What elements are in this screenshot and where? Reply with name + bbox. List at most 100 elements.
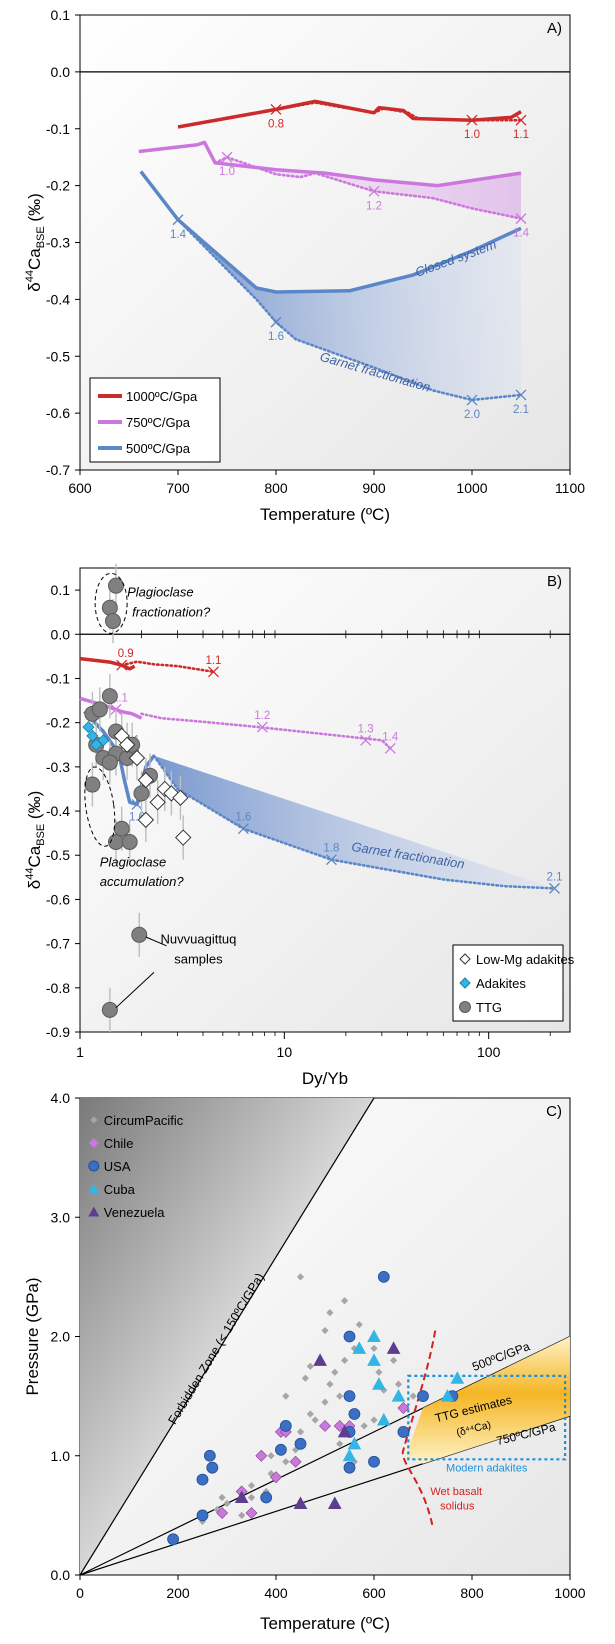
panel-a-area-2: [178, 219, 521, 400]
panel-b-adakite-point: [97, 734, 110, 747]
panel-c-point: [306, 1410, 314, 1418]
panel-c-point: [394, 1380, 403, 1388]
panel-b-legend-swatch: [459, 1001, 471, 1013]
panel-a-marker-label: 1.1: [513, 129, 529, 141]
panel-c-point: [282, 1458, 290, 1466]
panel-b-fractionation-line: [120, 660, 215, 674]
panel-b-annotation: Plagioclase: [127, 585, 194, 600]
panel-c-point: [196, 1473, 209, 1486]
panel-a-marker-label: 2.1: [513, 404, 529, 416]
panel-c-legend-label: Cuba: [104, 1182, 136, 1197]
panel-c-point: [319, 1419, 331, 1432]
panel-b-ttg-point: [101, 754, 118, 771]
panel-c-point: [343, 1461, 356, 1474]
panel-c-solidus-label: Wet basalt: [430, 1486, 482, 1498]
panel-c-ytick-label: 3.0: [51, 1209, 71, 1225]
panel-c-point: [289, 1455, 302, 1468]
panel-a-xtick-label: 700: [166, 480, 190, 496]
panel-c-point: [391, 1389, 406, 1402]
panel-c-point: [343, 1330, 356, 1343]
panel-c-ytick-label: 0.0: [51, 1567, 71, 1583]
panel-c-point: [343, 1390, 356, 1403]
panel-c-ylabel: Pressure (GPa): [23, 1277, 42, 1395]
panel-c-point: [347, 1436, 362, 1450]
panel-b-ytick-label: -0.9: [46, 1024, 70, 1040]
panel-c-xtick-label: 400: [264, 1585, 288, 1601]
panel-b-legend-label: TTG: [476, 1000, 502, 1015]
panel-a-xlabel: Temperature (ºC): [260, 505, 390, 524]
panel-c-point: [247, 1493, 256, 1502]
panel-b-ytick-label: -0.5: [46, 847, 70, 863]
panel-a-fractionation-line: [176, 218, 523, 402]
panel-b-adakite-point: [86, 729, 99, 742]
panel-b-marker: [116, 659, 128, 671]
panel-a-marker: [221, 151, 233, 163]
panel-c-point: [321, 1326, 329, 1335]
panel-c-point: [342, 1448, 357, 1462]
panel-c-point: [247, 1481, 256, 1490]
panel-b-ylabel-part: (‰): [25, 791, 44, 824]
panel-c-point: [368, 1455, 380, 1468]
panel-a-ylabel-part: BSE: [35, 226, 47, 248]
panel-b-ttg-point: [107, 577, 124, 594]
panel-a: A) -0.7 -0.6 -0.5 -0.4 -0.3 -0.2 -0.1 0.0 0.1 600 7…: [24, 7, 585, 524]
panel-b-ttg-point: [104, 613, 121, 630]
panel-a-ytick-label: -0.6: [46, 405, 70, 421]
panel-b-ttg-point: [133, 785, 150, 802]
panel-c-ttg-band: [405, 1336, 570, 1464]
panel-c-ytick-label: 1.0: [51, 1448, 71, 1464]
panel-c-point: [279, 1420, 292, 1432]
panel-a-ytick-label: -0.3: [46, 235, 70, 251]
panel-b-low-mg-point: [137, 811, 155, 829]
panel-b-legend-swatch: [459, 977, 471, 989]
panel-b-xtick-label: 100: [477, 1044, 501, 1060]
panel-a-marker: [466, 114, 478, 126]
panel-b-ytick-label: 0.1: [51, 582, 71, 598]
panel-b-ytick-label: -0.7: [46, 936, 70, 952]
panel-a-ytick-label: -0.4: [46, 291, 70, 307]
panel-c-point: [377, 1270, 390, 1283]
panel-c-point: [274, 1443, 287, 1456]
panel-c-point: [370, 1344, 378, 1353]
panel-b-marker: [384, 742, 396, 754]
panel-a-marker: [270, 316, 282, 328]
panel-c-adakite-box: [407, 1374, 567, 1461]
panel-a-marker: [515, 114, 527, 126]
panel-b-label: B): [547, 573, 562, 590]
panel-c-point: [267, 1452, 275, 1460]
panel-c-point: [352, 1341, 367, 1354]
panel-a-ytick-label: -0.5: [46, 348, 70, 364]
panel-c-point: [267, 1470, 275, 1478]
panel-c-point: [167, 1533, 180, 1546]
panel-c-point: [206, 1461, 219, 1474]
panel-a-xtick-label: 1100: [555, 480, 585, 496]
panel-a-closed-line: [138, 140, 522, 188]
panel-b-ttg-point: [101, 599, 118, 616]
panel-a-closed-line: [177, 99, 522, 129]
panel-b-marker: [549, 882, 560, 894]
panel-c-legend-swatch: [90, 1116, 98, 1124]
panel-a-ytick-label: 0.1: [51, 7, 71, 23]
panel-b-legend: [452, 944, 564, 1022]
panel-a-closed-line: [139, 170, 522, 294]
panel-b-annotation: Plagioclase: [100, 854, 167, 869]
panel-c-point: [375, 1368, 383, 1376]
panel-b-ytick-label: -0.2: [46, 715, 70, 731]
panel-c-point: [260, 1491, 273, 1504]
panel-c-label: C): [546, 1103, 562, 1120]
panel-c-legend-swatch: [88, 1183, 100, 1194]
panel-c-point: [282, 1392, 290, 1400]
panel-b-marker-label: 1.4: [382, 731, 399, 743]
panel-a-marker-label: 2.0: [464, 409, 480, 421]
panel-a-marker: [270, 103, 282, 115]
panel-a-marker-label: 0.8: [268, 118, 284, 130]
panel-b-low-mg-point: [175, 829, 192, 846]
panel-b-xlabel: Dy/Yb: [302, 1069, 348, 1088]
panel-b-marker: [256, 721, 268, 733]
panel-b-low-mg-point: [149, 794, 166, 811]
panel-b-ytick-label: -0.4: [46, 803, 70, 819]
panel-c-xtick-label: 800: [460, 1585, 484, 1601]
panel-b-ttg-point: [131, 926, 148, 943]
panel-c-point: [417, 1390, 429, 1403]
